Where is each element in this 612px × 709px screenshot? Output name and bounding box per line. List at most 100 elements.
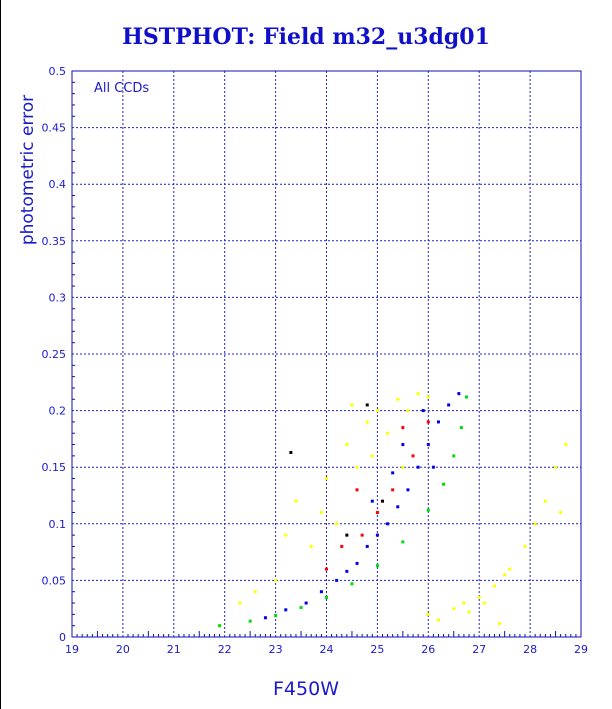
data-point: [335, 522, 339, 526]
data-point: [564, 443, 568, 447]
data-point: [467, 610, 471, 614]
data-point: [411, 454, 415, 458]
y-tick-label: 0.1: [49, 518, 67, 531]
data-point: [426, 508, 430, 512]
data-point: [345, 443, 349, 447]
data-point: [370, 454, 374, 458]
data-point: [396, 397, 400, 401]
data-point: [386, 522, 390, 526]
data-point: [554, 465, 558, 469]
x-tick-label: 19: [65, 643, 79, 656]
data-point: [325, 477, 328, 481]
data-point: [284, 533, 288, 537]
data-point: [325, 595, 328, 599]
data-point: [375, 510, 379, 514]
y-tick-label: 0: [59, 631, 66, 644]
data-point: [274, 578, 278, 582]
x-tick-label: 23: [269, 643, 283, 656]
x-tick-label: 27: [472, 643, 486, 656]
data-point: [447, 403, 451, 407]
data-point: [426, 395, 430, 399]
data-point: [498, 621, 502, 625]
data-point: [304, 601, 308, 605]
data-point: [253, 590, 257, 594]
data-point: [294, 499, 298, 503]
data-point: [477, 595, 481, 599]
data-point: [350, 403, 354, 407]
data-point: [355, 465, 359, 469]
window-edge: [0, 0, 1, 709]
data-point: [309, 544, 313, 548]
data-point: [319, 590, 323, 594]
data-point: [386, 431, 390, 435]
data-point: [452, 607, 456, 611]
data-point: [391, 471, 395, 475]
data-point: [299, 606, 303, 610]
data-point: [218, 624, 222, 628]
data-point: [238, 601, 242, 605]
data-point: [345, 569, 349, 573]
data-point: [523, 544, 527, 548]
data-point: [559, 510, 563, 514]
data-point: [459, 426, 463, 430]
data-point: [375, 564, 379, 568]
data-point: [406, 488, 410, 492]
data-point: [442, 482, 446, 486]
y-tick-label: 0.05: [42, 574, 67, 587]
data-point: [533, 522, 537, 526]
x-tick-label: 29: [574, 643, 588, 656]
data-point: [464, 395, 468, 399]
y-axis-ticks: 0 0.05 0.1 0.15 0.2 0.25 0.3 0.35 0.4 0.45 0.5: [42, 65, 75, 644]
data-point: [436, 618, 440, 622]
y-tick-label: 0.5: [49, 65, 67, 78]
data-point: [406, 409, 410, 413]
data-point: [431, 465, 435, 469]
grid-lines: [71, 70, 582, 638]
data-point: [380, 499, 384, 503]
data-point: [335, 578, 339, 582]
y-tick-label: 0.25: [42, 348, 67, 361]
data-point: [319, 510, 323, 514]
data-point: [365, 544, 369, 548]
data-point: [482, 601, 486, 605]
data-point: [375, 409, 379, 413]
x-tick-label: 28: [523, 643, 537, 656]
data-point: [391, 488, 395, 492]
y-tick-label: 0.15: [42, 461, 67, 474]
data-point: [325, 567, 328, 571]
x-tick-label: 25: [370, 643, 384, 656]
x-tick-label: 21: [167, 643, 181, 656]
data-point: [263, 616, 267, 620]
data-point: [284, 608, 288, 612]
x-tick-label: 20: [116, 643, 130, 656]
y-axis-label: photometric error: [18, 94, 38, 246]
data-point: [426, 443, 430, 447]
y-tick-label: 0.45: [42, 122, 67, 135]
data-point: [401, 426, 405, 430]
data-point: [401, 443, 405, 447]
plot-frame: [71, 70, 582, 638]
data-point: [421, 409, 425, 413]
data-point: [345, 533, 349, 537]
data-points: [218, 392, 568, 628]
chart-title: HSTPHOT: Field m32_u3dg01: [122, 24, 490, 50]
data-point: [503, 573, 507, 577]
data-point: [462, 601, 466, 605]
data-point: [508, 567, 512, 571]
data-point: [365, 420, 369, 424]
annotation-text: All CCDs: [94, 81, 149, 96]
y-tick-label: 0.35: [42, 235, 67, 248]
data-point: [401, 540, 405, 544]
y-tick-label: 0.4: [49, 178, 67, 191]
data-point: [274, 613, 278, 617]
data-point: [457, 392, 461, 396]
data-point: [543, 499, 547, 503]
x-axis-label: F450W: [273, 678, 339, 700]
data-point: [452, 454, 456, 458]
data-point: [355, 561, 359, 565]
data-point: [350, 582, 354, 586]
data-point: [370, 499, 374, 503]
data-point: [375, 533, 379, 537]
data-point: [360, 533, 364, 537]
